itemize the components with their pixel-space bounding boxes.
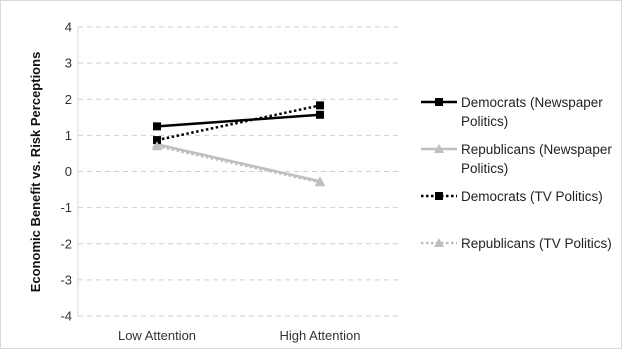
legend-label: Democrats (Newspaper Politics): [461, 95, 603, 129]
y-tick-label: -1: [60, 200, 72, 215]
legend-swatch-marker: [434, 238, 444, 247]
tick-labels: -4 -3 -2 -1 0 1 2 3 4 Low Attention High Attention: [60, 20, 360, 344]
data-point: [153, 122, 161, 131]
y-tick-label: 4: [65, 20, 72, 35]
y-tick-label: 3: [65, 56, 72, 71]
y-tick-label: 1: [65, 128, 72, 143]
data-point: [152, 141, 162, 151]
legend-label: Democrats (TV Politics): [461, 189, 603, 204]
gridlines: [77, 26, 402, 317]
series-4: [152, 141, 325, 187]
y-axis-title: Economic Benefit vs. Risk Perceptions: [28, 52, 43, 293]
legend-label: Republicans (Newspaper Politics): [461, 142, 612, 176]
y-tick-label: -2: [60, 236, 72, 251]
series-line: [156, 143, 321, 183]
y-tick-label: -4: [60, 309, 72, 324]
data-point: [316, 110, 324, 119]
legend-swatch-marker: [434, 144, 444, 153]
legend-item-1: Democrats (Newspaper Politics): [421, 95, 603, 129]
x-tick-label: Low Attention: [118, 328, 196, 343]
legend-swatch-marker: [435, 192, 443, 200]
x-tick-label: High Attention: [280, 328, 361, 343]
data-point: [315, 177, 325, 187]
y-tick-label: -3: [60, 272, 72, 287]
data-point: [316, 101, 324, 110]
series: [152, 101, 325, 187]
legend-item-3: Democrats (TV Politics): [421, 189, 603, 204]
y-tick-label: 0: [65, 164, 72, 179]
series-line: [156, 113, 321, 128]
legend-item-4: Republicans (TV Politics): [421, 236, 612, 251]
series-3: [153, 101, 324, 145]
series-1: [153, 110, 324, 131]
legend-label: Republicans (TV Politics): [461, 236, 612, 251]
legend-swatch-marker: [435, 98, 443, 106]
legend-item-2: Republicans (Newspaper Politics): [421, 142, 612, 176]
data-point: [153, 136, 161, 145]
legend: Democrats (Newspaper Politics) Republicans…: [421, 95, 612, 251]
y-tick-label: 2: [65, 92, 72, 107]
